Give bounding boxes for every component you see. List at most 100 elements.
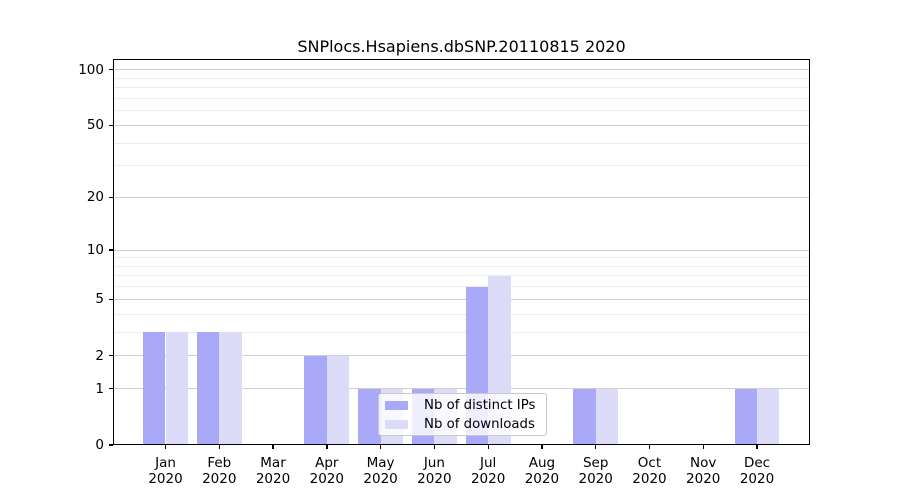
gridline-minor — [114, 77, 809, 79]
gridline-minor — [114, 110, 809, 112]
x-axis-tick — [326, 445, 328, 449]
y-tick-label: 5 — [95, 291, 104, 308]
x-tick-month: Oct — [637, 455, 662, 471]
gridline-minor — [114, 265, 809, 267]
bar-downloads — [219, 332, 242, 445]
x-tick-month: Dec — [743, 455, 771, 471]
x-tick-year: 2020 — [686, 471, 721, 487]
legend-label-distinct-ips: Nb of distinct IPs — [424, 398, 536, 413]
bar-distinct-ips — [304, 355, 327, 445]
x-tick-month: May — [366, 455, 395, 471]
x-tick-label: Dec 2020 — [726, 455, 788, 487]
x-tick-month: Jan — [155, 455, 176, 471]
legend-item-distinct-ips: Nb of distinct IPs — [385, 396, 546, 415]
bar-distinct-ips — [358, 388, 381, 445]
gridline-minor — [114, 142, 809, 144]
x-tick-year: 2020 — [632, 471, 667, 487]
x-tick-year: 2020 — [417, 471, 452, 487]
x-tick-label: Mar 2020 — [242, 455, 304, 487]
x-tick-label: Nov 2020 — [672, 455, 734, 487]
y-axis-tick — [108, 298, 113, 301]
x-tick-year: 2020 — [202, 471, 237, 487]
y-tick-label: 1 — [95, 380, 104, 397]
x-tick-month: Feb — [207, 455, 232, 471]
y-tick-label: 100 — [78, 61, 104, 78]
x-axis-tick — [272, 445, 274, 449]
x-tick-label: Feb 2020 — [188, 455, 250, 487]
y-tick-label: 2 — [95, 347, 104, 364]
gridline-minor — [114, 331, 809, 333]
x-tick-year: 2020 — [255, 471, 291, 487]
x-axis-tick — [756, 445, 758, 449]
bar-downloads — [165, 332, 188, 445]
gridline-minor — [114, 87, 809, 89]
bar-distinct-ips — [143, 332, 166, 445]
gridline-minor — [114, 165, 809, 167]
x-tick-label: May 2020 — [350, 455, 412, 487]
legend-swatch-distinct-ips — [385, 401, 408, 410]
bar-downloads — [595, 388, 619, 445]
x-axis-tick — [595, 445, 597, 449]
gridline-minor — [114, 97, 809, 99]
x-axis-tick — [164, 445, 167, 449]
x-tick-year: 2020 — [470, 471, 506, 487]
y-axis-tick — [108, 124, 113, 127]
x-axis-tick — [433, 445, 436, 449]
gridline-major — [114, 388, 809, 390]
bar-downloads — [757, 388, 780, 445]
x-tick-month: Aug — [528, 455, 556, 471]
gridline-minor — [114, 286, 809, 288]
y-axis-tick — [108, 249, 113, 251]
gridline-major — [114, 69, 809, 71]
x-tick-year: 2020 — [524, 471, 560, 487]
gridline-major — [114, 355, 809, 357]
gridline-minor — [114, 275, 809, 277]
x-axis-tick — [218, 445, 220, 449]
x-tick-month: Mar — [260, 455, 286, 471]
x-tick-label: Jan 2020 — [135, 455, 197, 487]
x-axis-tick — [379, 445, 382, 449]
x-tick-month: Jul — [479, 455, 497, 471]
x-axis-tick — [487, 445, 489, 449]
y-axis-tick — [108, 196, 113, 199]
y-tick-label: 50 — [86, 117, 104, 134]
x-tick-year: 2020 — [739, 471, 775, 487]
bar-distinct-ips — [196, 332, 220, 445]
x-tick-label: Apr 2020 — [296, 455, 358, 487]
x-tick-year: 2020 — [148, 471, 183, 487]
x-tick-year: 2020 — [578, 471, 613, 487]
y-axis-tick — [108, 355, 113, 357]
x-tick-label: Aug 2020 — [511, 455, 573, 487]
legend-swatch-downloads — [385, 420, 408, 429]
x-tick-label: Jul 2020 — [457, 455, 519, 487]
legend-label-downloads: Nb of downloads — [424, 417, 535, 432]
gridline-major — [114, 196, 809, 198]
y-tick-label: 10 — [86, 242, 104, 259]
x-tick-month: Jun — [423, 455, 445, 471]
gridline-major — [114, 249, 809, 251]
x-axis-tick — [648, 445, 651, 449]
x-axis-tick — [541, 445, 543, 449]
gridline-major — [114, 298, 809, 300]
x-tick-year: 2020 — [363, 471, 398, 487]
x-tick-month: Nov — [690, 455, 717, 471]
bar-distinct-ips — [573, 388, 596, 445]
bar-downloads — [326, 355, 350, 445]
gridline-minor — [114, 257, 809, 259]
x-tick-label: Sep 2020 — [565, 455, 627, 487]
x-tick-year: 2020 — [309, 471, 344, 487]
x-tick-label: Oct 2020 — [618, 455, 680, 487]
x-tick-month: Sep — [582, 455, 609, 471]
legend: Nb of distinct IPs Nb of downloads — [378, 393, 547, 436]
x-tick-month: Apr — [315, 455, 339, 471]
x-axis-tick — [702, 445, 704, 449]
legend-item-downloads: Nb of downloads — [385, 415, 546, 434]
gridline-minor — [114, 313, 809, 315]
bar-distinct-ips — [734, 388, 757, 445]
chart-title: SNPlocs.Hsapiens.dbSNP.20110815 2020 — [297, 37, 626, 56]
gridline-major — [114, 124, 809, 126]
y-axis-tick — [108, 388, 113, 390]
y-axis-tick — [108, 69, 113, 71]
x-tick-label: Jun 2020 — [403, 455, 465, 487]
